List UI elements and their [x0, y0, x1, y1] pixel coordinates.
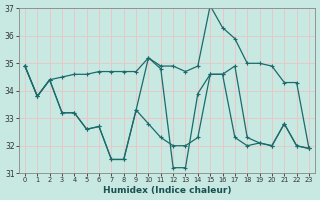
X-axis label: Humidex (Indice chaleur): Humidex (Indice chaleur) — [103, 186, 231, 195]
